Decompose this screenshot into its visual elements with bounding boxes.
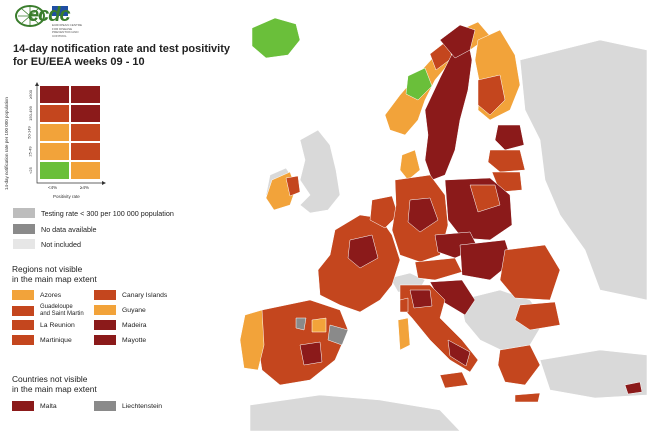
regions-heading-line2: in the main map extent — [12, 274, 97, 284]
region-azores: Azores — [12, 290, 61, 300]
legend-label: Testing rate < 300 per 100 000 populatio… — [41, 208, 174, 218]
country-malta: Malta — [12, 401, 57, 411]
denmark-shape — [399, 149, 421, 181]
swatch — [13, 224, 35, 234]
region-la-reunion: La Reunion — [12, 320, 75, 330]
y-tick: <25 — [27, 167, 33, 174]
region-label: Guyane — [122, 306, 146, 314]
logo-text: ecdc — [28, 4, 71, 26]
matrix-cell — [71, 162, 100, 179]
countries-heading: Countries not visible in the main map ex… — [12, 374, 97, 394]
portugal-shape — [239, 309, 265, 371]
matrix-cell — [40, 162, 69, 179]
matrix-x-label: Positivity rate — [53, 194, 80, 199]
swatch — [13, 208, 35, 218]
region-canary-islands: Canary Islands — [94, 290, 167, 300]
region-label-line2: and Saint Martin — [40, 310, 84, 317]
country-liechtenstein: Liechtenstein — [94, 401, 162, 411]
legend-label: No data available — [41, 224, 97, 234]
swatch — [13, 239, 35, 249]
matrix-cell — [40, 124, 69, 141]
benelux-shape — [369, 195, 399, 229]
region-label: Guadeloupe and Saint Martin — [40, 304, 84, 317]
region-label-line1: Guadeloupe — [40, 304, 73, 310]
eu-countries — [239, 17, 643, 403]
region-guyane: Guyane — [94, 305, 146, 315]
austria-shape — [414, 257, 463, 281]
matrix-cell — [71, 124, 100, 141]
country-label: Malta — [40, 402, 57, 410]
y-tick: 150-499 — [27, 106, 33, 121]
region-label: Martinique — [40, 336, 72, 344]
ecdc-logo-icon — [15, 5, 68, 27]
swatch — [12, 320, 34, 330]
x-tick: <4% — [48, 185, 58, 190]
region-madeira: Madeira — [94, 320, 147, 330]
region-martinique: Martinique — [12, 335, 72, 345]
hungary-slovakia-shape — [459, 239, 513, 281]
y-tick: 50-149 — [26, 126, 32, 139]
swatch — [94, 401, 116, 411]
legend-not-included: Not included — [13, 239, 81, 249]
regions-heading: Regions not visible in the main map exte… — [12, 264, 97, 284]
legend-label: Not included — [41, 239, 81, 249]
non-included-land — [249, 39, 647, 431]
legend-testing: Testing rate < 300 per 100 000 populatio… — [13, 208, 174, 218]
matrix-cell — [71, 105, 100, 122]
region-label: La Reunion — [40, 321, 75, 329]
swatch — [12, 335, 34, 345]
swatch — [94, 305, 116, 315]
region-label: Madeira — [122, 321, 147, 329]
countries-heading-line1: Countries not visible — [12, 374, 88, 384]
region-label: Mayotte — [122, 336, 147, 344]
region-label: Azores — [40, 291, 62, 299]
title-line-1: 14-day notification rate and test positi… — [13, 43, 230, 55]
y-tick: 25-49 — [27, 146, 33, 157]
regions-heading-line1: Regions not visible — [12, 264, 83, 274]
greece-shape — [497, 344, 541, 386]
map-title: 14-day notification rate and test positi… — [13, 43, 243, 69]
matrix-cell — [40, 105, 69, 122]
logo-subtitle: EUROPEAN CENTRE FOR DISEASE PREVENTION A… — [52, 23, 83, 38]
y-tick: ≥500 — [27, 90, 33, 99]
cyprus-shape — [624, 381, 643, 395]
legend-no-data: No data available — [13, 224, 97, 234]
bulgaria-shape — [514, 301, 561, 331]
swatch — [94, 335, 116, 345]
romania-shape — [499, 244, 561, 301]
region-label: Canary Islands — [122, 291, 168, 299]
iceland-shape — [251, 17, 301, 59]
x-tick: ≥4% — [80, 185, 89, 190]
matrix-cell — [71, 86, 100, 103]
swatch — [12, 305, 34, 316]
title-line-2: for EU/EEA weeks 09 - 10 — [13, 56, 145, 68]
swatch — [94, 320, 116, 330]
matrix-axes — [35, 82, 106, 185]
region-mayotte: Mayotte — [94, 335, 146, 345]
country-label: Liechtenstein — [122, 402, 163, 410]
matrix-cell — [40, 86, 69, 103]
matrix-cell — [40, 143, 69, 160]
swatch — [12, 401, 34, 411]
region-guadeloupe: Guadeloupe and Saint Martin — [12, 304, 84, 317]
matrix-cell — [71, 143, 100, 160]
swatch — [94, 290, 116, 300]
countries-heading-line2: in the main map extent — [12, 384, 97, 394]
swatch — [12, 290, 34, 300]
